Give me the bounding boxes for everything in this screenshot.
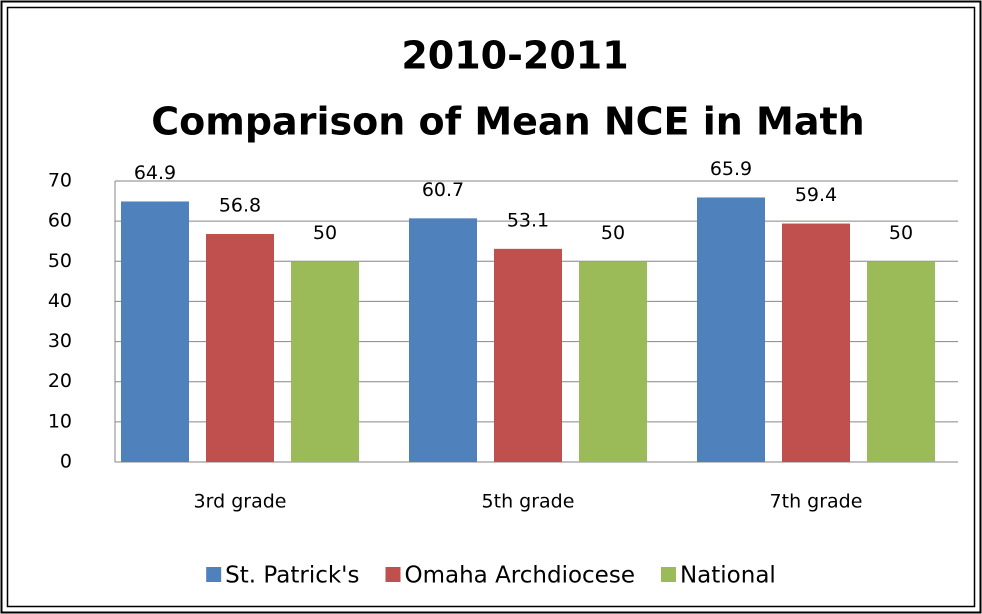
legend-label: Omaha Archdiocese [404, 563, 634, 589]
bar [409, 218, 477, 462]
y-tick-label: 0 [60, 451, 72, 473]
x-tick-label: 7th grade [770, 491, 863, 513]
data-label: 64.9 [134, 162, 176, 184]
data-label: 65.9 [710, 158, 752, 180]
chart-title: 2010-2011 [401, 34, 628, 78]
chart-title: Comparison of Mean NCE in Math [151, 100, 864, 144]
data-label: 53.1 [507, 209, 549, 231]
legend-swatch [385, 567, 401, 582]
bar [782, 223, 850, 462]
y-tick-label: 10 [48, 410, 72, 432]
y-tick-label: 50 [48, 250, 72, 272]
y-tick-label: 60 [48, 210, 72, 232]
legend-swatch [660, 567, 676, 582]
bar [494, 248, 562, 462]
legend-label: National [680, 563, 776, 589]
inner-frame [6, 6, 976, 608]
data-label: 50 [313, 222, 337, 244]
bar [291, 261, 359, 462]
data-label: 60.7 [422, 179, 464, 201]
x-tick-label: 3rd grade [194, 491, 287, 513]
bar [579, 261, 647, 462]
y-tick-label: 20 [48, 370, 72, 392]
data-label: 59.4 [795, 184, 837, 206]
bar [697, 197, 765, 463]
legend-swatch [206, 567, 222, 582]
x-tick-label: 5th grade [482, 491, 575, 513]
data-label: 50 [889, 222, 913, 244]
bar [867, 261, 935, 462]
y-tick-label: 40 [48, 290, 72, 312]
bar [121, 201, 189, 463]
data-label: 50 [601, 222, 625, 244]
bar [206, 233, 274, 462]
data-label: 56.8 [219, 194, 261, 216]
y-tick-label: 30 [48, 330, 72, 352]
y-tick-label: 70 [48, 170, 72, 192]
legend-label: St. Patrick's [225, 563, 359, 589]
